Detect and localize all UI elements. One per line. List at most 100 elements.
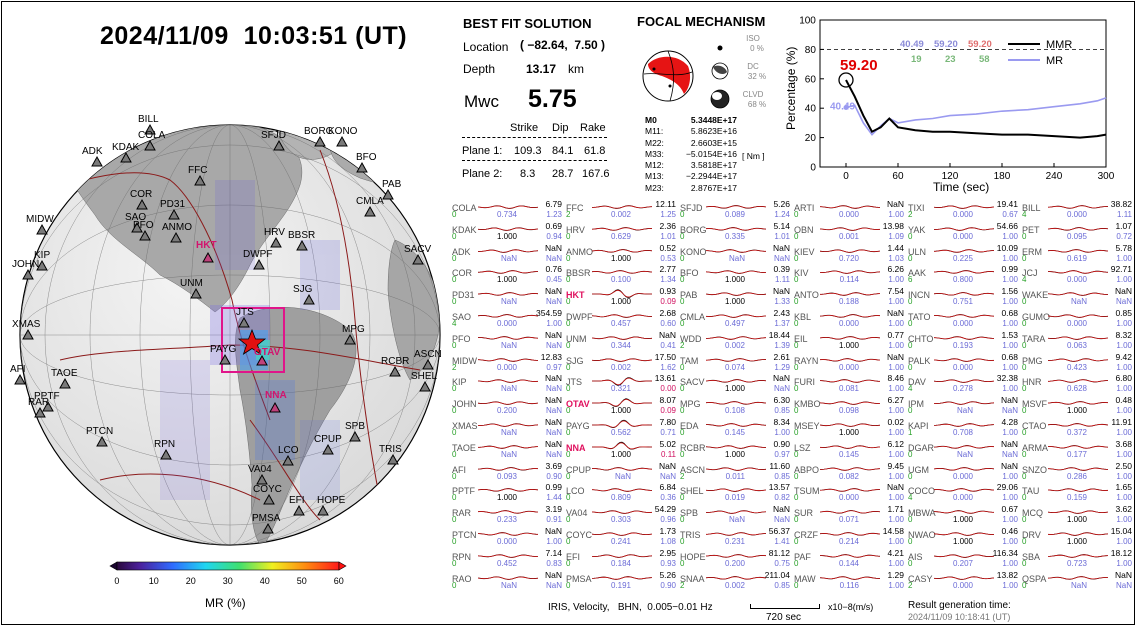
component-count: 4: [452, 319, 457, 328]
component-count: 0: [566, 362, 571, 372]
station-marker: BFO: [356, 152, 377, 173]
max-amplitude: NaN: [544, 373, 562, 384]
station-code: DWPF: [566, 312, 593, 322]
dc-beachball: [711, 62, 729, 80]
station-code: MIDW: [452, 355, 477, 366]
moment-row: M33: −5.0154E+16: [645, 149, 737, 160]
max-amplitude: 13.98: [882, 220, 904, 231]
variance-reduction: 0.089: [724, 210, 745, 219]
station-code: DGAR: [908, 442, 935, 453]
waveform-trace: [934, 205, 994, 209]
component-count: 0: [908, 406, 913, 416]
max-amplitude: 0.85: [1115, 308, 1132, 318]
station-code: SJG: [566, 355, 584, 366]
variance-reduction: 0.233: [496, 515, 517, 525]
waveform-cell: SUR 1.71 0 0.071 1.00: [794, 504, 908, 524]
max-amplitude: 3.68: [1115, 438, 1132, 449]
station-marker: DWPF: [243, 249, 272, 270]
misfit-ratio: 1.00: [774, 428, 790, 437]
waveform-grid: COLA 6.79 0 0.734 1.23 KDAK 0.69 0 1.000 0.94 ADK N…: [452, 199, 1136, 598]
waveform-trace: [706, 532, 766, 536]
max-amplitude: 13.82: [996, 569, 1018, 580]
station-label: COR: [130, 189, 152, 200]
plane1-label: Plane 1:: [462, 145, 503, 157]
variance-reduction: 1.000: [496, 231, 517, 241]
waveform-cell: CRZF 14.58 0 0.214 1.00: [794, 526, 908, 546]
waveform-cell: TRIS 56.37 0 0.231 1.41: [680, 526, 794, 546]
component-count: 0: [566, 253, 571, 263]
mmr-series-line: [845, 79, 1107, 139]
waveform-trace: [478, 248, 538, 253]
max-amplitude: 7.14: [545, 547, 562, 558]
station-label: NNA: [265, 390, 287, 401]
max-amplitude: 5.26: [659, 569, 676, 580]
variance-reduction: 0.000: [952, 471, 973, 481]
variance-reduction: 0.000: [496, 362, 517, 372]
component-count: 0: [566, 449, 571, 459]
moment-row: M12: 3.5818E+17: [645, 160, 737, 171]
station-code: COCO: [908, 486, 935, 497]
station-code: HRV: [566, 224, 585, 235]
variance-reduction: 0.335: [724, 231, 745, 241]
max-amplitude: 8.07: [659, 395, 676, 406]
component-count: 0: [566, 493, 571, 503]
variance-reduction: 0.000: [952, 493, 973, 503]
waveform-trace: [592, 270, 652, 275]
waveform-trace: [934, 554, 994, 558]
misfit-ratio: 1.00: [1002, 297, 1018, 307]
station-triangle-icon: [42, 400, 54, 412]
max-amplitude: 0.67: [1001, 504, 1018, 515]
component-count: 0: [908, 515, 913, 525]
station-marker: SJG: [293, 284, 315, 305]
mwc-value: 5.75: [528, 85, 577, 113]
misfit-ratio: 1.39: [774, 340, 790, 350]
station-triangle-icon: [144, 139, 156, 151]
x-tick-label: 60: [892, 171, 904, 182]
variance-reduction: 0.082: [838, 471, 859, 481]
colorbar-tick-label: 50: [297, 576, 307, 586]
misfit-ratio: 0.71: [660, 428, 676, 437]
waveform-cell: PMG 9.42 0 0.423 1.00: [1022, 352, 1136, 372]
station-label: RCBR: [381, 356, 409, 367]
station-label: SAO: [125, 212, 146, 223]
max-amplitude: 0.46: [1001, 526, 1018, 536]
max-amplitude: 6.12: [887, 438, 904, 449]
variance-reduction: NaN: [500, 384, 517, 394]
waveform-trace: [934, 227, 994, 231]
variance-reduction: NaN: [956, 449, 973, 459]
variance-reduction: 0.321: [610, 384, 631, 394]
misfit-ratio: 1.00: [1116, 340, 1132, 350]
waveform-trace: [1048, 401, 1108, 405]
waveform-cell: EIL 0.77 0 1.000 1.00: [794, 330, 908, 350]
variance-reduction: 1.000: [724, 384, 745, 394]
variance-reduction: NaN: [500, 449, 517, 459]
waveform-cell: BFO 0.39 0 1.000 1.11: [680, 264, 794, 284]
component-count: 0: [452, 231, 457, 241]
station-label: ASCN: [414, 349, 442, 360]
station-triangle-icon: [344, 333, 356, 345]
station-marker: AFI: [10, 364, 26, 385]
moment-row: M0 5.3448E+17: [645, 115, 737, 126]
station-code: PD31: [452, 290, 475, 301]
station-label: SHEL: [411, 371, 438, 382]
misfit-ratio: 1.01: [774, 231, 790, 241]
station-code: KBL: [794, 312, 812, 322]
misfit-ratio: 1.00: [1116, 275, 1132, 285]
station-code: MCQ: [1022, 508, 1043, 519]
max-amplitude: 29.06: [996, 482, 1018, 493]
component-count: 0: [452, 580, 457, 590]
component-count: 4: [908, 493, 913, 503]
misfit-ratio: 0.36: [660, 493, 676, 503]
waveform-trace: [706, 292, 766, 297]
x-tick-label: 120: [942, 171, 959, 182]
station-label: PAYG: [210, 344, 237, 355]
waveform-trace: [478, 205, 538, 209]
station-triangle-icon: [412, 253, 424, 265]
station-triangle-icon: [303, 293, 315, 305]
variance-reduction: 0.159: [1066, 493, 1087, 503]
waveform-cell: BILL 38.82 4 0.000 1.11: [1022, 199, 1136, 219]
waveform-trace: [934, 379, 994, 384]
misfit-ratio: 1.00: [1116, 515, 1132, 525]
component-count: 0: [794, 449, 799, 459]
iso-value: 0 %: [750, 44, 764, 53]
